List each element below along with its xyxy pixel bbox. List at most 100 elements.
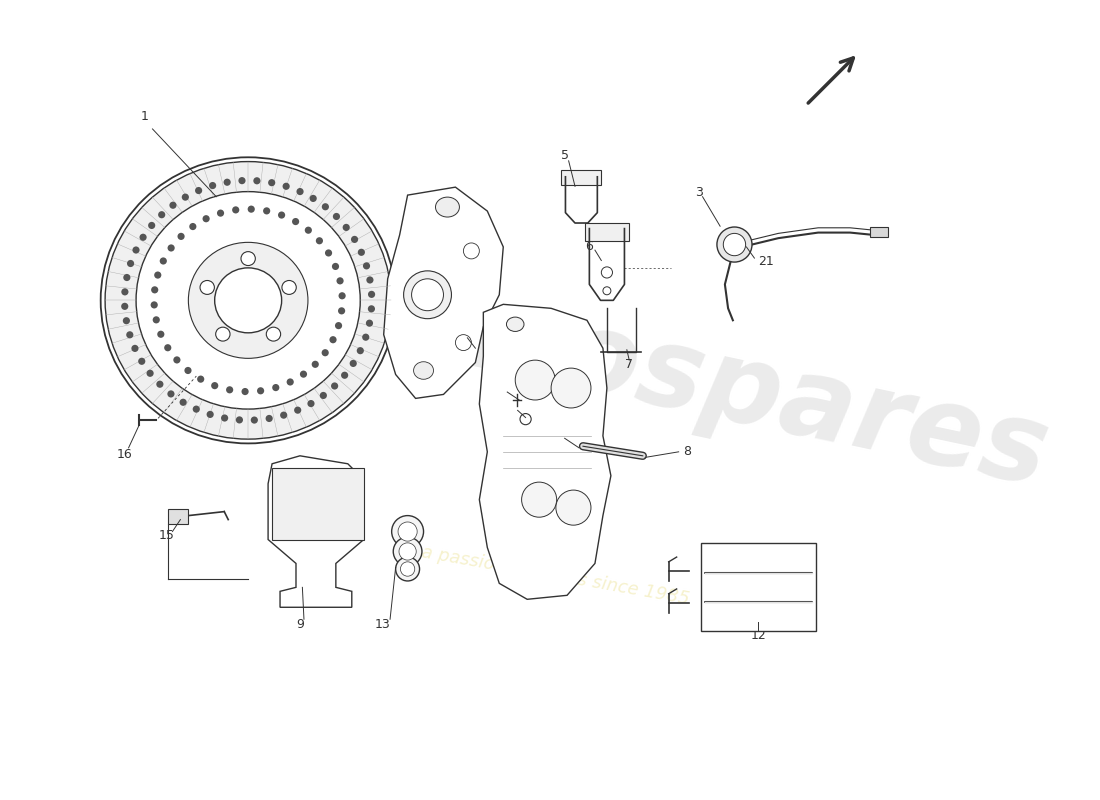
Circle shape bbox=[338, 307, 345, 314]
Circle shape bbox=[321, 349, 329, 356]
Circle shape bbox=[195, 187, 202, 194]
Circle shape bbox=[272, 384, 279, 391]
Circle shape bbox=[339, 292, 345, 299]
Circle shape bbox=[167, 390, 175, 398]
Circle shape bbox=[242, 388, 249, 395]
Circle shape bbox=[189, 223, 197, 230]
Circle shape bbox=[139, 358, 145, 365]
Circle shape bbox=[556, 490, 591, 525]
Circle shape bbox=[603, 286, 611, 294]
Circle shape bbox=[324, 250, 332, 257]
Circle shape bbox=[248, 206, 255, 213]
Ellipse shape bbox=[399, 543, 416, 560]
Circle shape bbox=[174, 356, 180, 363]
Circle shape bbox=[367, 306, 375, 313]
Circle shape bbox=[463, 243, 480, 259]
Circle shape bbox=[341, 372, 349, 379]
Circle shape bbox=[132, 246, 140, 254]
Circle shape bbox=[521, 482, 557, 517]
Circle shape bbox=[239, 177, 245, 184]
Circle shape bbox=[207, 411, 213, 418]
Bar bbox=[701, 543, 816, 631]
Text: 12: 12 bbox=[750, 630, 767, 642]
Circle shape bbox=[602, 267, 613, 278]
Circle shape bbox=[146, 370, 154, 377]
Circle shape bbox=[332, 263, 339, 270]
Bar bbox=[168, 510, 188, 523]
Circle shape bbox=[368, 290, 375, 298]
Ellipse shape bbox=[282, 281, 296, 294]
Circle shape bbox=[320, 392, 327, 399]
Circle shape bbox=[297, 188, 304, 195]
Circle shape bbox=[151, 286, 158, 294]
Bar bbox=[870, 227, 888, 237]
Circle shape bbox=[121, 302, 129, 310]
Circle shape bbox=[717, 227, 752, 262]
Ellipse shape bbox=[404, 271, 451, 318]
Ellipse shape bbox=[216, 327, 230, 341]
Text: 10: 10 bbox=[483, 382, 499, 394]
Circle shape bbox=[309, 195, 317, 202]
Ellipse shape bbox=[392, 515, 424, 547]
Circle shape bbox=[350, 360, 356, 367]
Ellipse shape bbox=[414, 362, 433, 379]
Circle shape bbox=[305, 226, 312, 234]
Circle shape bbox=[363, 262, 370, 270]
Circle shape bbox=[211, 382, 218, 390]
Ellipse shape bbox=[106, 162, 392, 439]
Circle shape bbox=[182, 194, 189, 201]
Circle shape bbox=[283, 182, 289, 190]
Ellipse shape bbox=[396, 557, 419, 581]
Circle shape bbox=[366, 319, 373, 326]
Circle shape bbox=[217, 210, 224, 217]
Ellipse shape bbox=[436, 197, 460, 217]
Circle shape bbox=[209, 182, 217, 189]
Circle shape bbox=[257, 387, 264, 394]
Text: 13: 13 bbox=[374, 618, 390, 631]
Circle shape bbox=[227, 386, 233, 394]
Circle shape bbox=[280, 411, 287, 418]
Circle shape bbox=[154, 271, 162, 278]
Text: 3: 3 bbox=[695, 186, 703, 199]
Circle shape bbox=[253, 177, 261, 184]
Circle shape bbox=[351, 236, 359, 243]
Ellipse shape bbox=[411, 279, 443, 310]
Circle shape bbox=[333, 213, 340, 220]
Bar bbox=[584, 223, 629, 241]
Ellipse shape bbox=[200, 281, 214, 294]
Circle shape bbox=[157, 330, 164, 338]
Circle shape bbox=[202, 215, 210, 222]
Bar bbox=[561, 170, 602, 185]
Polygon shape bbox=[480, 304, 611, 599]
Circle shape bbox=[169, 202, 177, 209]
Ellipse shape bbox=[188, 242, 308, 358]
Ellipse shape bbox=[214, 268, 282, 333]
Circle shape bbox=[362, 334, 370, 341]
Polygon shape bbox=[384, 187, 504, 398]
Circle shape bbox=[160, 258, 167, 265]
Circle shape bbox=[131, 345, 139, 352]
Circle shape bbox=[151, 302, 157, 309]
Text: 9: 9 bbox=[296, 618, 304, 631]
Text: eurospares: eurospares bbox=[350, 258, 1059, 510]
Circle shape bbox=[311, 361, 319, 368]
Text: 2: 2 bbox=[583, 443, 591, 456]
Circle shape bbox=[336, 322, 342, 330]
Circle shape bbox=[342, 224, 350, 231]
Circle shape bbox=[158, 211, 165, 218]
Text: 5: 5 bbox=[561, 149, 570, 162]
Text: 7: 7 bbox=[625, 358, 634, 370]
Circle shape bbox=[251, 417, 257, 424]
Circle shape bbox=[221, 414, 228, 422]
Circle shape bbox=[126, 331, 133, 338]
Circle shape bbox=[268, 179, 275, 186]
Circle shape bbox=[331, 382, 338, 390]
Circle shape bbox=[724, 234, 746, 256]
Circle shape bbox=[185, 367, 191, 374]
Text: 15: 15 bbox=[158, 529, 175, 542]
Circle shape bbox=[140, 234, 146, 241]
Circle shape bbox=[197, 375, 205, 382]
Circle shape bbox=[307, 400, 315, 407]
Circle shape bbox=[515, 360, 556, 400]
Ellipse shape bbox=[266, 327, 280, 341]
